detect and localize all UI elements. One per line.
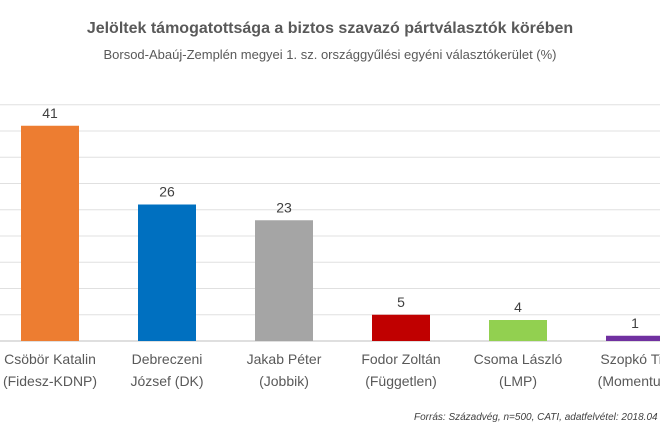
bar: [21, 125, 79, 341]
category-tick-label: József (DK): [130, 373, 203, 389]
category-tick-label: (LMP): [499, 373, 537, 389]
bar: [489, 320, 547, 341]
bar: [606, 335, 660, 341]
category-tick-label: Csöbör Katalin: [4, 351, 96, 367]
bar: [372, 314, 430, 341]
data-label: 4: [514, 299, 522, 315]
category-tick-label: (Jobbik): [259, 373, 309, 389]
category-labels: Csöbör Katalin (Fidesz-KDNP) Debreczeni Józ…: [3, 351, 660, 389]
data-label: 41: [42, 105, 58, 121]
category-tick-label: (Momentum: [598, 373, 660, 389]
data-label: 26: [159, 184, 175, 200]
gridlines: [0, 104, 660, 342]
bar: [138, 204, 196, 341]
category-tick-label: Fodor Zoltán: [361, 351, 440, 367]
category-tick-label: (Fidesz-KDNP): [3, 373, 97, 389]
chart-subtitle: Borsod-Abaúj-Zemplén megyei 1. sz. orszá…: [103, 47, 557, 62]
category-tick-label: Debreczeni: [132, 351, 203, 367]
bar: [255, 220, 313, 341]
data-label: 5: [397, 294, 405, 310]
source-note: Forrás: Századvég, n=500, CATI, adatfelv…: [414, 412, 658, 423]
chart-title: Jelöltek támogatottsága a biztos szavazó…: [86, 20, 574, 37]
data-label: 1: [631, 315, 639, 331]
category-tick-label: (Független): [365, 373, 437, 389]
category-tick-label: Csoma László: [474, 351, 563, 367]
category-tick-label: Jakab Péter: [247, 351, 322, 367]
data-label: 23: [276, 199, 292, 215]
bars: [21, 125, 660, 341]
category-tick-label: Szopkó Tib: [600, 351, 660, 367]
